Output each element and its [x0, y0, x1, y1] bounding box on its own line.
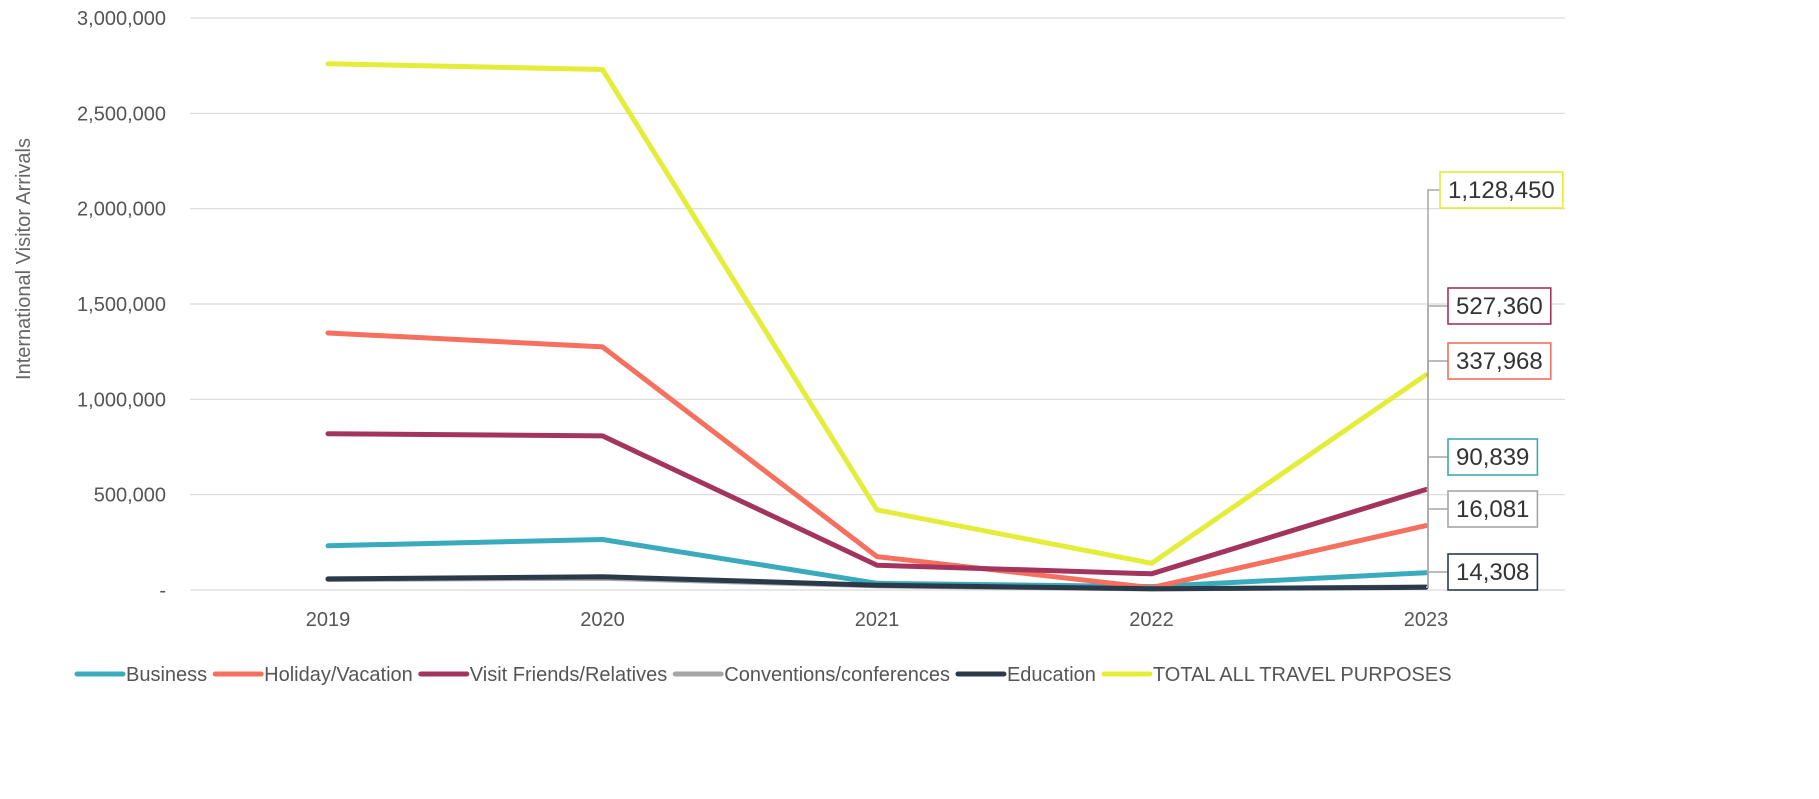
leader-line	[1426, 360, 1448, 527]
end-data-label-box	[1447, 553, 1539, 591]
end-data-label: 90,839	[1456, 444, 1529, 471]
y-tick-label: 2,500,000	[77, 103, 166, 125]
y-tick-label: 500,000	[94, 485, 166, 507]
y-tick-label: 1,000,000	[77, 389, 166, 411]
x-tick-label: 2022	[1129, 609, 1174, 631]
leader-line	[1426, 571, 1448, 589]
legend-item-label: Conventions/conferences	[724, 664, 950, 686]
end-data-label-box	[1447, 490, 1539, 528]
legend-item-label: TOTAL ALL TRAVEL PURPOSES	[1153, 664, 1452, 686]
end-data-label-box	[1447, 438, 1539, 476]
leader-line	[1426, 189, 1440, 376]
y-axis-tick-labels: - 500,000 1,000,000 1,500,000 2,000,000 2,500…	[77, 8, 166, 602]
end-data-label: 14,308	[1456, 559, 1529, 586]
series-lines	[325, 61, 1429, 592]
end-data-label: 527,360	[1456, 293, 1543, 320]
end-data-label: 337,968	[1456, 348, 1543, 375]
gridlines	[190, 17, 1565, 591]
series-line-visit-friends-relatives	[325, 431, 1429, 577]
y-tick-label: 2,000,000	[77, 199, 166, 221]
end-data-label-box	[1447, 287, 1552, 325]
end-data-label: 16,081	[1456, 496, 1529, 523]
x-tick-label: 2019	[306, 609, 351, 631]
end-data-label: 1,128,450	[1448, 177, 1555, 204]
legend-item-label: Education	[1007, 664, 1096, 686]
x-axis-tick-labels: 2019 2020 2021 2022 2023	[306, 609, 1449, 631]
series-line-total-all-travel-purposes	[325, 61, 1429, 566]
leader-line	[1426, 305, 1448, 491]
x-tick-label: 2021	[855, 609, 900, 631]
series-line-education	[325, 574, 1429, 592]
x-tick-label: 2023	[1404, 609, 1449, 631]
legend-item-label: Visit Friends/Relatives	[470, 664, 667, 686]
legend-item-label: Business	[126, 664, 207, 686]
legend-item-label: Holiday/Vacation	[264, 664, 413, 686]
y-axis-title: International Visitor Arrivals	[13, 138, 35, 380]
series-line-holiday-vacation	[325, 330, 1429, 591]
x-tick-label: 2020	[580, 609, 625, 631]
y-tick-label: 3,000,000	[77, 8, 166, 30]
end-data-label-box	[1447, 342, 1552, 380]
leader-line	[1426, 508, 1448, 588]
y-tick-label: 1,500,000	[77, 294, 166, 316]
end-data-label-box	[1439, 171, 1564, 209]
leader-line	[1426, 456, 1448, 574]
legend: Business Holiday/Vacation Visit Friends/Re…	[74, 664, 1452, 686]
end-data-labels: 90,839 337,968 527,360 16,081 14,308 1,128,45…	[1426, 171, 1564, 591]
y-tick-label: -	[159, 580, 166, 602]
